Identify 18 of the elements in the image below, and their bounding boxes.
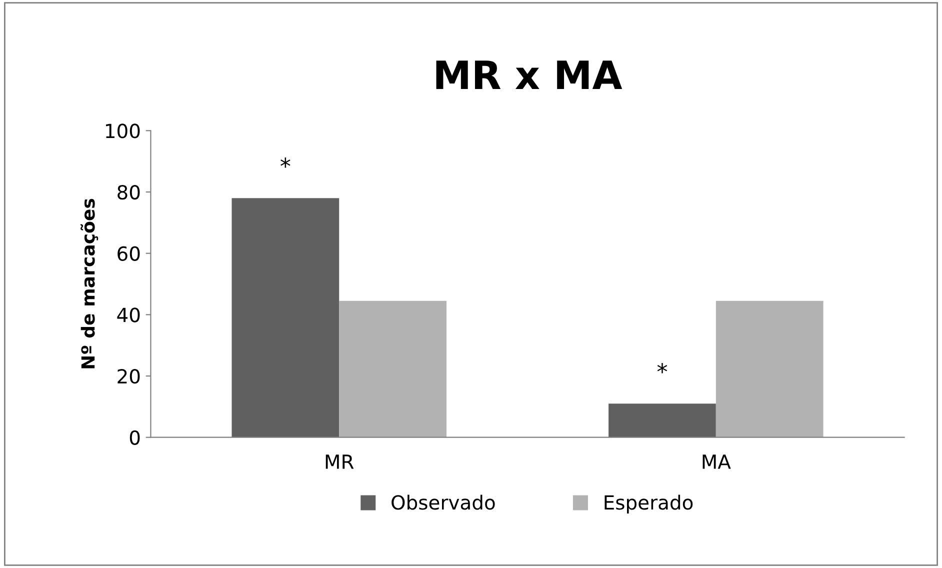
bar <box>232 198 340 438</box>
bar <box>716 300 824 438</box>
bar <box>608 404 716 438</box>
chart-title: MR x MA <box>436 60 622 89</box>
legend-label: Esperado <box>604 494 693 514</box>
legend-label: Observado <box>392 494 495 510</box>
x-tick-label: MA <box>702 454 731 469</box>
y-tick-label: 0 <box>130 430 140 446</box>
y-axis-title: Nº de marcações <box>80 198 98 368</box>
annotation: * <box>280 158 290 168</box>
y-tick-label: 20 <box>118 368 140 384</box>
y-tick-label: 60 <box>118 246 140 261</box>
annotation: * <box>657 363 668 374</box>
x-tick-label: MR <box>326 454 354 469</box>
y-tick-label: 40 <box>117 308 140 322</box>
y-tick-label: 100 <box>106 124 140 138</box>
bar <box>339 300 447 438</box>
y-tick-label: 80 <box>118 184 140 200</box>
